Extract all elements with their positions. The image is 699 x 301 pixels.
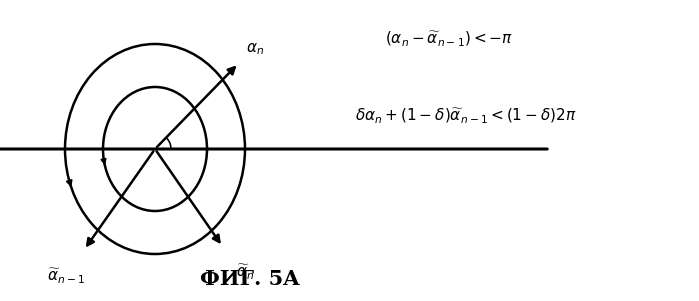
Text: ФИГ. 5A: ФИГ. 5A: [200, 269, 300, 289]
Text: $(\alpha_n - \widetilde{\alpha}_{n-1}) < -\pi$: $(\alpha_n - \widetilde{\alpha}_{n-1}) <…: [385, 29, 513, 48]
Text: $\delta\alpha_n + (1-\delta)\widetilde{\alpha}_{n-1} < (1-\delta)2\pi$: $\delta\alpha_n + (1-\delta)\widetilde{\…: [355, 107, 577, 126]
Text: $\widetilde{\alpha}_{n-1}$: $\widetilde{\alpha}_{n-1}$: [47, 267, 85, 286]
Text: $\alpha_n$: $\alpha_n$: [246, 41, 264, 57]
Text: $\widetilde{\alpha}_n$: $\widetilde{\alpha}_n$: [236, 263, 254, 282]
